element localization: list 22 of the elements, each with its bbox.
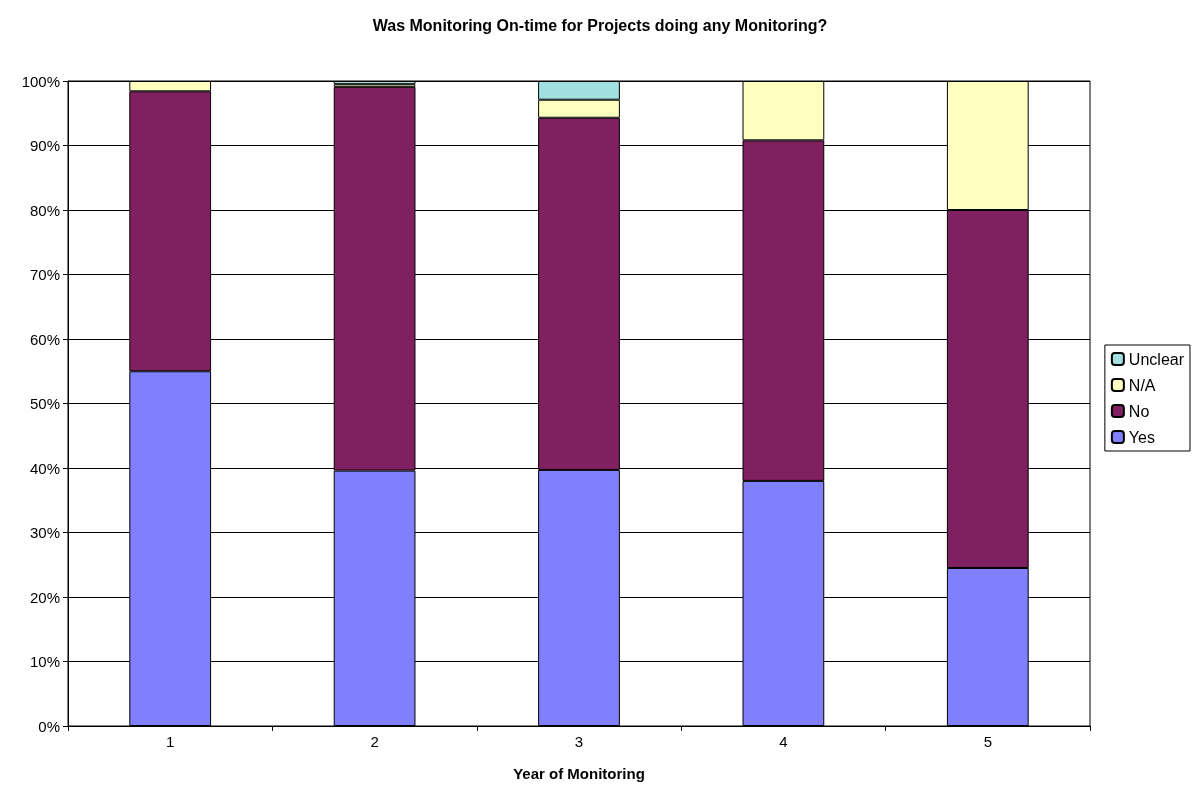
y-tick-label: 40%: [29, 459, 60, 477]
y-tick-label: 0%: [38, 717, 60, 735]
x-tick-label: 5: [983, 733, 992, 750]
y-tick-label: 70%: [29, 266, 60, 283]
x-tick-label: 1: [166, 733, 175, 750]
legend-label: N/A: [1128, 376, 1156, 394]
y-tick-label: 30%: [29, 524, 60, 541]
y-tick-label: 60%: [29, 330, 60, 348]
y-tick-label: 50%: [29, 395, 60, 412]
y-tick-label: 100%: [21, 72, 60, 90]
y-tick-label: 80%: [29, 201, 60, 219]
legend-label: Unclear: [1128, 350, 1185, 368]
y-tick-label: 20%: [29, 588, 60, 606]
legend-label: Yes: [1128, 428, 1155, 446]
y-tick-label: 90%: [29, 137, 60, 154]
x-axis-title: Year of Monitoring: [513, 765, 645, 782]
x-tick-label: 3: [574, 733, 584, 750]
legend-label: No: [1128, 402, 1150, 420]
chart-title: Was Monitoring On-time for Projects doing any Monitoring?: [372, 16, 828, 34]
x-tick-label: 4: [779, 733, 788, 750]
x-tick-label: 2: [370, 733, 379, 750]
y-tick-label: 10%: [29, 653, 60, 670]
